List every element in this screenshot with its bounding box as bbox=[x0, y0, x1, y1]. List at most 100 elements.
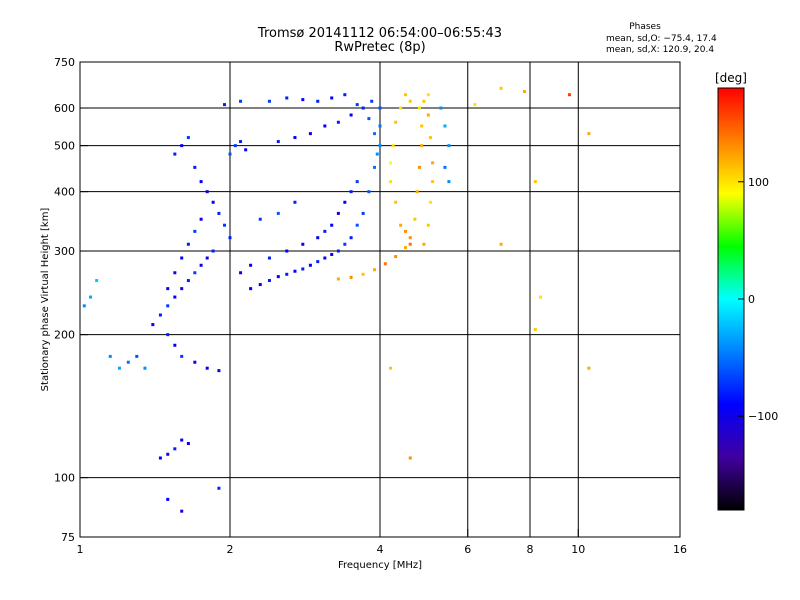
x-mode-point bbox=[403, 246, 407, 250]
o-mode-point bbox=[244, 148, 248, 152]
y-tick-label: 750 bbox=[54, 56, 75, 69]
x-mode-point bbox=[389, 366, 393, 370]
o-mode-point bbox=[108, 354, 112, 358]
x-mode-point bbox=[408, 99, 412, 103]
o-mode-point bbox=[276, 211, 280, 215]
o-mode-point bbox=[323, 124, 327, 128]
chart-title: Tromsø 20141112 06:54:00–06:55:43 bbox=[257, 26, 503, 41]
x-mode-point bbox=[415, 190, 419, 194]
o-mode-point bbox=[166, 333, 170, 337]
o-mode-point bbox=[285, 249, 289, 253]
x-mode-point bbox=[473, 103, 477, 107]
o-mode-point bbox=[308, 132, 312, 136]
o-mode-point bbox=[180, 438, 184, 442]
x-mode-point bbox=[539, 295, 543, 299]
o-mode-point bbox=[180, 256, 184, 260]
o-mode-point bbox=[205, 256, 209, 260]
o-mode-point bbox=[378, 144, 382, 148]
o-mode-point bbox=[293, 136, 297, 140]
o-mode-point bbox=[239, 140, 243, 144]
o-mode-point bbox=[193, 271, 197, 275]
x-mode-point bbox=[533, 180, 537, 184]
o-mode-point bbox=[117, 366, 121, 370]
o-mode-point bbox=[158, 313, 162, 317]
x-mode-point bbox=[399, 106, 403, 110]
x-tick-label: 16 bbox=[673, 543, 687, 556]
o-mode-point bbox=[217, 369, 221, 373]
x-mode-point bbox=[417, 165, 421, 169]
colorbar-tick-label: −100 bbox=[748, 410, 778, 423]
o-mode-point bbox=[193, 229, 197, 233]
o-mode-point bbox=[447, 180, 451, 184]
o-mode-point bbox=[223, 223, 227, 227]
o-mode-point bbox=[361, 211, 365, 215]
o-mode-point bbox=[267, 99, 271, 103]
colorbar-tick-label: 0 bbox=[748, 293, 755, 306]
x-tick-label: 10 bbox=[571, 543, 585, 556]
o-mode-point bbox=[95, 279, 99, 283]
x-mode-point bbox=[349, 275, 353, 279]
x-mode-point bbox=[420, 124, 424, 128]
o-mode-point bbox=[361, 106, 365, 110]
o-mode-point bbox=[349, 113, 353, 117]
x-mode-point bbox=[408, 242, 412, 246]
o-mode-point bbox=[267, 279, 271, 283]
y-tick-label: 75 bbox=[61, 531, 75, 544]
o-mode-point bbox=[330, 96, 334, 100]
x-mode-point bbox=[383, 262, 387, 266]
x-mode-point bbox=[428, 136, 432, 140]
x-mode-point bbox=[417, 106, 421, 110]
o-mode-point bbox=[443, 124, 447, 128]
x-tick-label: 1 bbox=[77, 543, 84, 556]
o-mode-point bbox=[378, 106, 382, 110]
o-mode-point bbox=[89, 295, 93, 299]
y-axis-label: Stationary phase Virtual Height [km] bbox=[40, 208, 51, 392]
o-mode-point bbox=[217, 486, 221, 490]
x-mode-point bbox=[391, 144, 395, 148]
o-mode-point bbox=[180, 354, 184, 358]
o-mode-point bbox=[285, 272, 289, 276]
o-mode-point bbox=[301, 267, 305, 271]
o-mode-point bbox=[316, 99, 320, 103]
o-mode-point bbox=[223, 103, 227, 107]
o-mode-point bbox=[82, 304, 86, 308]
o-mode-point bbox=[249, 263, 253, 267]
x-mode-point bbox=[422, 99, 426, 103]
o-mode-point bbox=[316, 260, 320, 264]
o-mode-point bbox=[173, 343, 177, 347]
x-mode-point bbox=[422, 242, 426, 246]
o-mode-point bbox=[276, 140, 280, 144]
y-tick-label: 300 bbox=[54, 245, 75, 258]
data-points-layer bbox=[82, 86, 591, 513]
colorbar-label: [deg] bbox=[715, 71, 747, 85]
o-mode-point bbox=[301, 242, 305, 246]
colorbar-tick-label: 100 bbox=[748, 176, 769, 189]
o-mode-point bbox=[323, 229, 327, 233]
o-mode-point bbox=[447, 144, 451, 148]
x-mode-point bbox=[361, 272, 365, 276]
x-mode-point bbox=[533, 328, 537, 332]
x-mode-point bbox=[394, 120, 398, 124]
o-mode-point bbox=[186, 136, 190, 140]
x-mode-point bbox=[499, 242, 503, 246]
o-mode-point bbox=[355, 180, 359, 184]
o-mode-point bbox=[349, 236, 353, 240]
o-mode-point bbox=[267, 256, 271, 260]
x-mode-point bbox=[426, 113, 430, 117]
o-mode-point bbox=[343, 93, 347, 97]
o-mode-point bbox=[336, 211, 340, 215]
y-tick-label: 500 bbox=[54, 140, 75, 153]
y-tick-label: 200 bbox=[54, 329, 75, 342]
o-mode-point bbox=[343, 200, 347, 204]
o-mode-point bbox=[293, 269, 297, 273]
o-mode-point bbox=[193, 165, 197, 169]
x-mode-point bbox=[420, 144, 424, 148]
o-mode-point bbox=[228, 236, 232, 240]
o-mode-point bbox=[249, 287, 253, 291]
x-mode-point bbox=[403, 229, 407, 233]
x-mode-point bbox=[587, 366, 591, 370]
o-mode-point bbox=[158, 456, 162, 460]
grid-layer bbox=[80, 62, 680, 537]
o-mode-point bbox=[308, 263, 312, 267]
